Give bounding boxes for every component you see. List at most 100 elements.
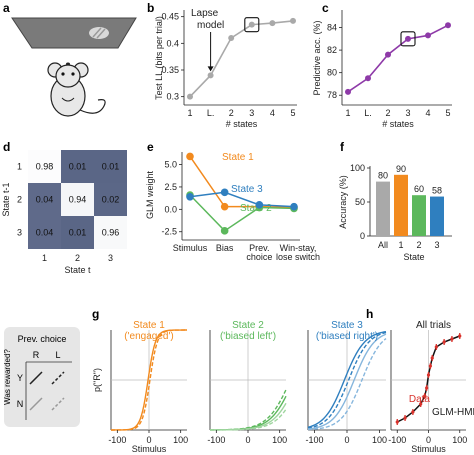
psychometric-curve <box>307 330 387 428</box>
series-line <box>189 20 294 98</box>
legend-yr-solid <box>29 371 43 385</box>
panel-label-g: g <box>92 307 99 321</box>
x-tick-label: 5 <box>445 108 450 118</box>
legend-row-y: Y <box>17 373 23 383</box>
panel-subtitle: ('biased right') <box>316 331 378 342</box>
x-tick-label: 1 <box>398 240 403 250</box>
y-tick-label: 78 <box>327 90 337 100</box>
chart-transition-matrix: 0.98 0.01 0.01 0.04 0.94 0.02 0.04 0.01 0.96 1 2 3 1… <box>1 150 127 275</box>
x-tick-label: 2 <box>229 108 234 118</box>
chart-glm-weights: -2.5 0.0 2.5 5.0 GLM weight Stimulus Bias Prev.… <box>145 152 320 262</box>
highlight-box <box>400 31 416 47</box>
data-point <box>403 416 407 420</box>
series-label: State 2 <box>240 203 272 214</box>
x-tick-label: 3 <box>249 108 254 118</box>
heat-cell <box>94 150 127 183</box>
x-tick-label: L. <box>207 108 215 118</box>
y-tick-label: 0.3 <box>166 92 179 102</box>
heat-cell-label: 0.01 <box>69 228 87 238</box>
annotation-line-1: Lapse <box>191 8 219 19</box>
data-point <box>186 192 194 201</box>
bar <box>430 196 444 236</box>
x-tick-label: -100 <box>108 435 126 445</box>
data-point <box>186 152 194 161</box>
bar <box>394 174 408 236</box>
heat-cell <box>61 216 94 249</box>
screen-shape <box>11 17 137 49</box>
bar <box>376 181 390 236</box>
data-point <box>445 22 451 29</box>
heat-cell-label: 0.01 <box>102 162 120 172</box>
series-line <box>347 24 449 93</box>
data-point <box>187 93 193 100</box>
chart-predictive-acc: 78 80 82 84 1 L. 2 3 4 5 # states Predictive acc. (… <box>312 10 452 129</box>
data-point <box>248 21 255 28</box>
data-point <box>425 386 429 390</box>
y-tick-label: 0.0 <box>164 204 177 214</box>
x-axis-label: Stimulus <box>411 444 446 454</box>
y-tick-label: 5.0 <box>164 160 177 170</box>
data-point <box>220 188 229 197</box>
panel-title: State 1 <box>133 320 165 331</box>
mouse-tail <box>79 99 106 114</box>
chart-test-ll: 0.3 0.35 0.4 0.45 1 L. 2 3 4 5 # states Test LL (bi… <box>154 8 297 129</box>
legend-nl-dashed <box>51 397 65 411</box>
x-tick-label: 0 <box>245 435 250 445</box>
legend-nr-solid <box>29 397 43 411</box>
data-point <box>395 420 399 424</box>
x-tick-label: 5 <box>290 108 295 118</box>
data-point <box>423 394 427 398</box>
data-point <box>450 337 454 341</box>
panel-label-b: b <box>147 1 154 15</box>
x-axis-label: Stimulus <box>132 444 167 454</box>
x-tick-label: 1 <box>345 108 350 118</box>
heat-cell <box>28 216 61 249</box>
x-tick-label: -100 <box>207 435 225 445</box>
x-tick-label: 0 <box>344 435 349 445</box>
panel-subtitle: ('biased left') <box>220 331 276 342</box>
heat-cell <box>28 150 61 183</box>
bar-value-label: 80 <box>378 171 388 181</box>
y-axis-label: p("R") <box>92 368 102 392</box>
data-point <box>458 334 462 338</box>
heat-cell-label: 0.02 <box>102 195 120 205</box>
choice-legend-box: Prev. choice R L Y N Was rewarded? <box>3 327 80 427</box>
annotation-line-2: model <box>197 20 224 31</box>
panel-label-a: a <box>3 1 10 15</box>
series-label: State 3 <box>231 184 263 195</box>
x-tick-label: -100 <box>305 435 323 445</box>
x-tick-label: 2 <box>385 108 390 118</box>
x-axis-label: # states <box>382 119 414 129</box>
psychometric-curve <box>209 408 287 431</box>
y-tick-label: 50 <box>355 197 365 207</box>
panel-label-e: e <box>147 140 154 154</box>
panel-subtitle: ('engaged') <box>124 331 173 342</box>
data-point <box>385 51 391 58</box>
series-line <box>189 156 295 209</box>
x-axis-label: State t <box>64 265 91 275</box>
category-label: Bias <box>216 243 234 253</box>
y-tick-label: 1 <box>17 162 22 172</box>
data-point <box>345 88 351 95</box>
heat-cell-label: 0.96 <box>102 228 120 238</box>
legend-side-label: Was rewarded? <box>3 349 12 405</box>
x-tick-label: 2 <box>416 240 421 250</box>
legend-row-n: N <box>17 399 24 409</box>
y-tick-label: 0.35 <box>161 65 179 75</box>
x-tick-label: 100 <box>452 435 467 445</box>
data-point <box>365 75 371 82</box>
y-tick-label: 80 <box>327 68 337 78</box>
panel-title: All trials <box>416 320 451 331</box>
heat-cell <box>28 183 61 216</box>
y-tick-label: 2.5 <box>164 182 177 192</box>
panel-label-h: h <box>366 307 373 321</box>
bar-value-label: 60 <box>414 184 424 194</box>
legend-col-r: R <box>33 350 40 360</box>
heat-cell <box>94 183 127 216</box>
data-point <box>434 345 438 349</box>
heat-cell <box>61 183 94 216</box>
data-point <box>220 202 229 211</box>
y-tick-label: 2 <box>17 195 22 205</box>
data-point <box>269 20 276 27</box>
